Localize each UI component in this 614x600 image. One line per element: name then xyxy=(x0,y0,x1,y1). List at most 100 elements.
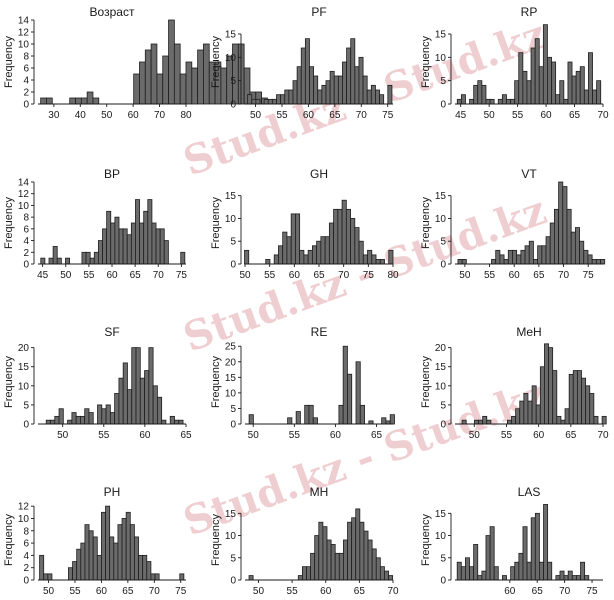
y-tick-label: 20 xyxy=(18,343,30,354)
x-tick-label: 75 xyxy=(586,586,598,597)
bar xyxy=(542,24,548,105)
bar xyxy=(71,412,77,425)
bar xyxy=(478,419,484,425)
bar xyxy=(512,249,518,265)
y-tick-label: 0 xyxy=(440,260,446,271)
bar xyxy=(499,254,505,265)
x-tick-label: 60 xyxy=(139,430,151,441)
bar xyxy=(288,89,294,105)
bar xyxy=(114,216,120,265)
bar xyxy=(350,218,356,265)
bar xyxy=(52,246,58,265)
y-axis-label: Frequency xyxy=(210,514,222,566)
bar xyxy=(522,526,528,581)
x-tick-label: 65 xyxy=(329,110,341,121)
x-tick-label: 50 xyxy=(239,270,251,281)
y-tick-label: 5 xyxy=(230,553,236,564)
bar xyxy=(526,80,532,105)
bar xyxy=(144,370,150,425)
bar xyxy=(491,259,497,265)
bar xyxy=(387,84,393,105)
chart-title: MeH xyxy=(516,325,541,339)
bar xyxy=(560,419,566,425)
bar xyxy=(263,98,269,105)
bar xyxy=(284,89,290,105)
y-tick-label: 2 xyxy=(23,88,29,99)
bar xyxy=(350,38,356,105)
x-tick-label: 70 xyxy=(597,430,609,441)
bar xyxy=(555,94,561,105)
x-tick-label: 70 xyxy=(559,586,571,597)
bar xyxy=(482,415,488,425)
bar xyxy=(548,347,554,425)
bar xyxy=(355,361,361,425)
bar xyxy=(388,575,394,581)
x-tick-label: 50 xyxy=(57,430,69,441)
x-tick-label: 60 xyxy=(96,586,108,597)
bar xyxy=(558,181,564,265)
bar xyxy=(39,554,45,581)
bar xyxy=(506,98,511,105)
bar xyxy=(88,412,94,425)
x-tick-label: 60 xyxy=(533,430,545,441)
bar xyxy=(563,575,569,581)
x-tick-label: 65 xyxy=(532,586,544,597)
y-tick-label: 10 xyxy=(225,531,237,542)
bar xyxy=(81,251,87,265)
chart-title: RP xyxy=(521,5,538,19)
bar xyxy=(519,400,525,425)
bar xyxy=(313,75,319,105)
bar xyxy=(534,512,540,581)
bar xyxy=(543,504,549,581)
bar xyxy=(367,249,373,265)
bar xyxy=(354,227,360,265)
x-tick-label: 75 xyxy=(176,270,188,281)
x-tick-label: 55 xyxy=(83,270,95,281)
x-tick-label: 65 xyxy=(565,430,577,441)
y-axis-label: Frequency xyxy=(3,197,15,249)
bar xyxy=(248,414,254,425)
bar xyxy=(588,52,593,105)
y-tick-label: 6 xyxy=(23,64,29,75)
bar xyxy=(591,259,597,265)
bar xyxy=(342,345,348,425)
bar xyxy=(511,415,517,425)
y-tick-label: 5 xyxy=(440,76,446,87)
y-tick-label: 10 xyxy=(18,514,30,525)
y-tick-label: 2 xyxy=(23,248,29,259)
bar xyxy=(297,575,303,581)
bar xyxy=(324,236,330,265)
bar xyxy=(337,75,343,105)
bar xyxy=(576,575,581,581)
bar xyxy=(131,347,137,425)
bar xyxy=(347,373,353,425)
y-tick-label: 5 xyxy=(23,400,29,411)
y-tick-label: 6 xyxy=(23,224,29,235)
bar xyxy=(571,75,577,105)
bar xyxy=(556,415,562,425)
y-tick-label: 0 xyxy=(230,420,236,431)
bar xyxy=(526,561,532,581)
bar xyxy=(80,415,86,425)
bar xyxy=(469,566,475,581)
bar xyxy=(503,259,509,265)
bar xyxy=(497,98,503,105)
bar xyxy=(110,222,116,265)
bar xyxy=(574,227,580,265)
bar xyxy=(486,419,492,425)
x-tick-label: 80 xyxy=(387,270,399,281)
bar xyxy=(333,208,339,265)
bar xyxy=(122,362,128,425)
bar xyxy=(296,66,302,105)
bar xyxy=(65,257,70,265)
bar xyxy=(273,254,279,265)
bar xyxy=(135,199,140,265)
bar xyxy=(563,98,569,105)
bar xyxy=(595,259,601,265)
